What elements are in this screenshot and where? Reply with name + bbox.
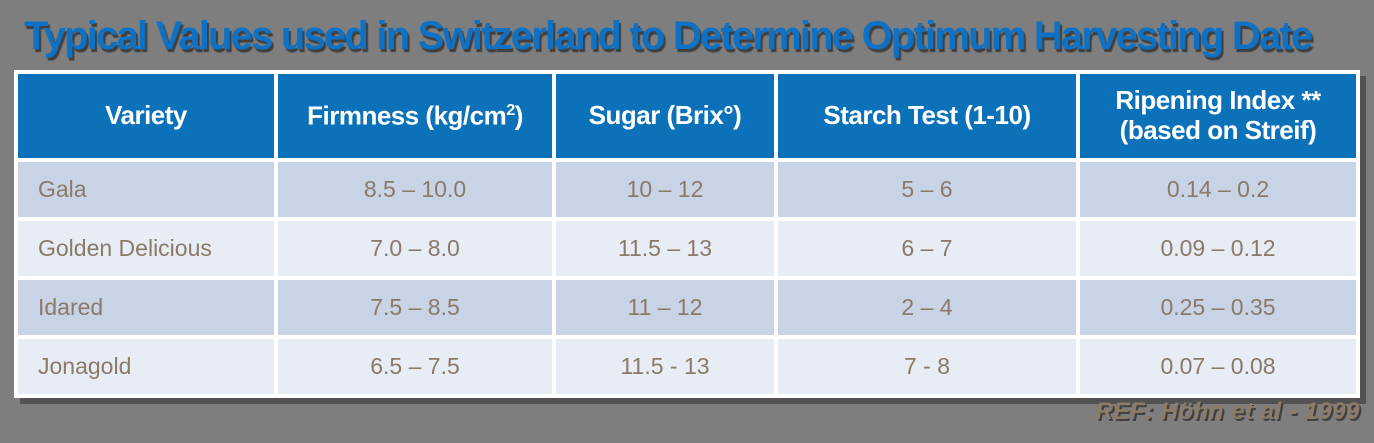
page-title: Typical Values used in Switzerland to De…	[24, 14, 1313, 58]
column-header-starch: Starch Test (1-10)	[778, 74, 1076, 158]
cell-ripening: 0.14 – 0.2	[1080, 162, 1356, 217]
harvest-values-table: Variety Firmness (kg/cm2) Sugar (Brix°) …	[14, 70, 1360, 398]
cell-sugar: 10 – 12	[556, 162, 774, 217]
table-row-jonagold: Jonagold 6.5 – 7.5 11.5 - 13 7 - 8 0.07 …	[18, 339, 1356, 394]
cell-ripening: 0.09 – 0.12	[1080, 221, 1356, 276]
column-header-sugar: Sugar (Brix°)	[556, 74, 774, 158]
cell-sugar: 11 – 12	[556, 280, 774, 335]
cell-firmness: 7.5 – 8.5	[278, 280, 552, 335]
column-header-firmness: Firmness (kg/cm2)	[278, 74, 552, 158]
cell-ripening: 0.25 – 0.35	[1080, 280, 1356, 335]
cell-ripening: 0.07 – 0.08	[1080, 339, 1356, 394]
table-row-idared: Idared 7.5 – 8.5 11 – 12 2 – 4 0.25 – 0.…	[18, 280, 1356, 335]
header-row: Variety Firmness (kg/cm2) Sugar (Brix°) …	[18, 74, 1356, 158]
cell-variety: Idared	[18, 280, 274, 335]
cell-sugar: 11.5 - 13	[556, 339, 774, 394]
cell-starch: 5 – 6	[778, 162, 1076, 217]
column-header-ripening: Ripening Index ** (based on Streif)	[1080, 74, 1356, 158]
cell-starch: 6 – 7	[778, 221, 1076, 276]
ripening-header-line1: Ripening Index **	[1115, 85, 1321, 116]
ripening-header-line2: (based on Streif)	[1119, 115, 1317, 145]
table-row-golden-delicious: Golden Delicious 7.0 – 8.0 11.5 – 13 6 –…	[18, 221, 1356, 276]
cell-sugar: 11.5 – 13	[556, 221, 774, 276]
cell-variety: Gala	[18, 162, 274, 217]
cell-firmness: 7.0 – 8.0	[278, 221, 552, 276]
cell-firmness: 6.5 – 7.5	[278, 339, 552, 394]
cell-starch: 2 – 4	[778, 280, 1076, 335]
cell-firmness: 8.5 – 10.0	[278, 162, 552, 217]
superscript-2: 2	[506, 100, 515, 119]
table-row-gala: Gala 8.5 – 10.0 10 – 12 5 – 6 0.14 – 0.2	[18, 162, 1356, 217]
cell-starch: 7 - 8	[778, 339, 1076, 394]
reference-citation: REF: Höhn et al - 1999	[1095, 398, 1360, 425]
column-header-variety: Variety	[18, 74, 274, 158]
cell-variety: Golden Delicious	[18, 221, 274, 276]
cell-variety: Jonagold	[18, 339, 274, 394]
